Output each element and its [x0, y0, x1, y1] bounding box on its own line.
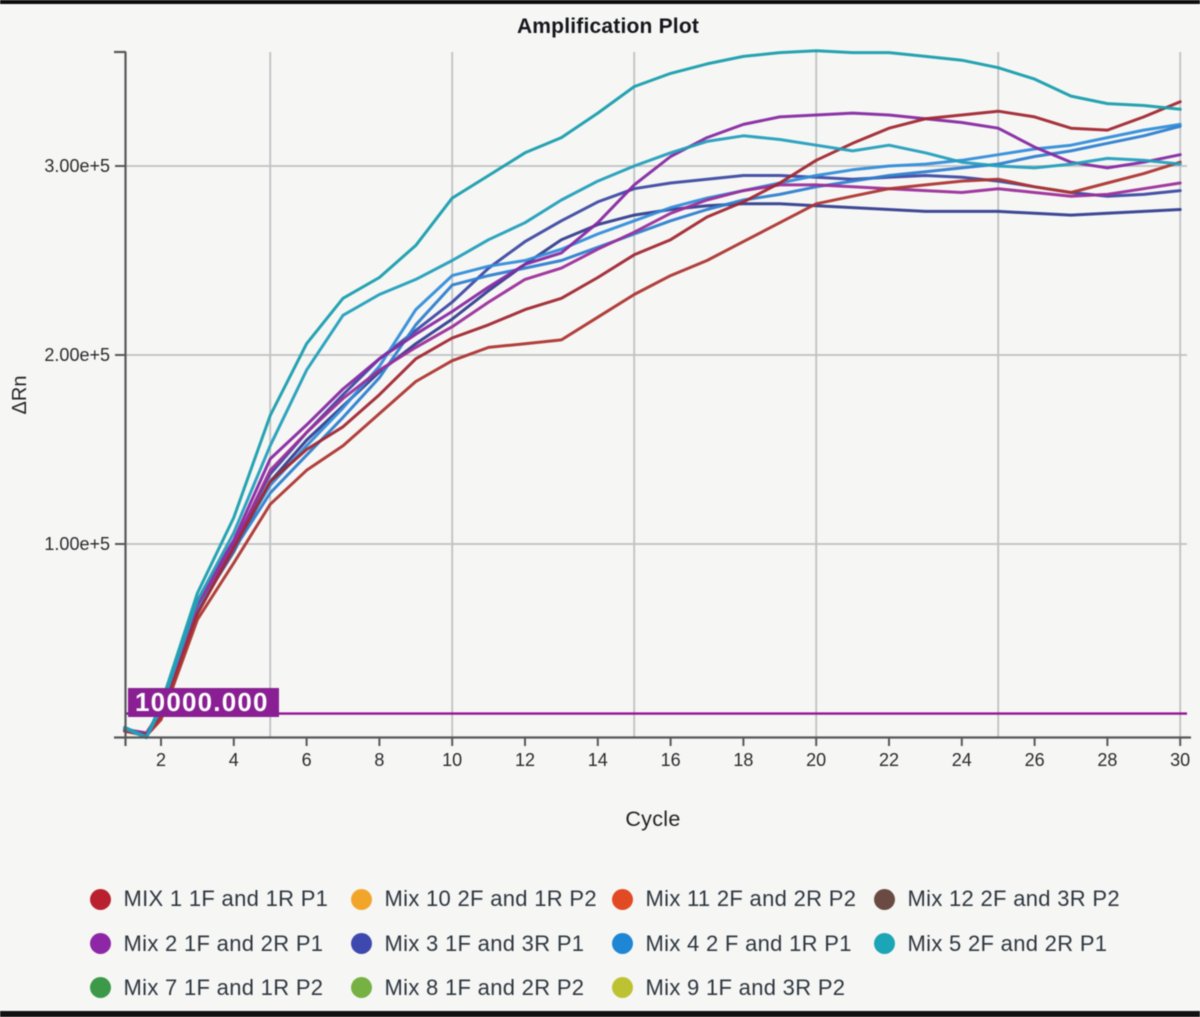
threshold-label-box: [128, 688, 279, 717]
series-curve: [123, 160, 1182, 738]
series-curve: [123, 100, 1182, 737]
legend-label: Mix 9 1F and 3R P2: [645, 974, 846, 1000]
legend-label: Mix 10 2F and 1R P2: [384, 886, 597, 911]
y-tick-label: 2.00e+5: [44, 345, 110, 365]
legend-color-dot: [873, 933, 895, 954]
series-curve: [123, 49, 1182, 739]
x-tick-label: 8: [374, 750, 384, 770]
x-tick-label: 18: [733, 750, 753, 770]
y-tick-label: 3.00e+5: [44, 156, 110, 176]
x-tick-label: 10: [442, 750, 462, 770]
chart-title: Amplification Plot: [516, 15, 700, 38]
series-curve: [123, 181, 1182, 736]
legend-color-dot: [89, 977, 111, 998]
x-tick-label: 22: [879, 750, 899, 770]
x-tick-label: 12: [515, 750, 535, 770]
x-tick-label: 2: [156, 750, 166, 770]
legend-item: Mix 10 2F and 1R P2: [350, 886, 597, 911]
legend-color-dot: [89, 888, 111, 910]
x-tick-label: 6: [302, 750, 312, 770]
plot-area: 2 4 6 8 10 12 14 16 18 20 22 24 26 28 301.00e+52.00e+5…: [44, 49, 1191, 770]
legend-item: Mix 11 2F and 2R P2: [611, 886, 857, 911]
threshold-label: 10000.000: [135, 687, 269, 717]
legend-color-dot: [611, 888, 633, 910]
legend-item: Mix 9 1F and 3R P2: [611, 974, 846, 1000]
legend-item: Mix 8 1F and 2R P2: [350, 974, 585, 1000]
legend-color-dot: [611, 933, 633, 954]
series-curve: [123, 122, 1182, 737]
y-tick-label: 1.00e+5: [44, 534, 110, 554]
x-tick-label: 24: [952, 750, 972, 770]
legend-color-dot: [873, 888, 895, 910]
legend-label: Mix 11 2F and 2R P2: [645, 886, 857, 911]
legend-item: Mix 4 2 F and 1R P1: [611, 930, 852, 956]
legend-label: MIX 1 1F and 1R P1: [123, 886, 329, 911]
legend-item: Mix 3 1F and 3R P1: [350, 930, 585, 956]
series-curve: [123, 111, 1182, 735]
series-curve: [123, 134, 1182, 740]
legend-item: Mix 7 1F and 1R P2: [89, 974, 324, 1000]
legend-label: Mix 12 2F and 3R P2: [907, 886, 1120, 911]
legend-color-dot: [350, 888, 372, 910]
y-axis-title: ΔRn: [9, 375, 31, 415]
legend-item: Mix 5 2F and 2R P1: [873, 930, 1108, 956]
legend-item: MIX 1 1F and 1R P1: [89, 886, 329, 911]
legend-label: Mix 7 1F and 1R P2: [123, 974, 324, 1000]
legend-color-dot: [611, 977, 633, 998]
legend-label: Mix 2 1F and 2R P1: [123, 930, 324, 956]
x-tick-label: 14: [588, 750, 608, 770]
x-axis-title: Cycle: [625, 807, 681, 831]
legend-label: Mix 8 1F and 2R P2: [384, 974, 585, 1000]
legend-label: Mix 3 1F and 3R P1: [384, 930, 585, 956]
photo-border-top: [0, 0, 1200, 4]
photo-border-bottom: [0, 1011, 1200, 1017]
x-tick-label: 30: [1170, 750, 1190, 770]
legend-label: Mix 4 2 F and 1R P1: [645, 930, 852, 956]
x-tick-label: 26: [1025, 750, 1045, 770]
x-tick-label: 20: [806, 750, 826, 770]
legend-color-dot: [350, 977, 372, 998]
legend-color-dot: [350, 933, 372, 954]
x-tick-label: 16: [661, 750, 681, 770]
x-tick-label: 28: [1097, 750, 1117, 770]
legend-item: Mix 2 1F and 2R P1: [89, 930, 324, 956]
legend-label: Mix 5 2F and 2R P1: [907, 930, 1108, 956]
series-curve: [123, 124, 1182, 738]
series-curve: [123, 174, 1182, 736]
legend-color-dot: [89, 933, 111, 954]
legend-item: Mix 12 2F and 3R P2: [873, 886, 1120, 911]
x-tick-label: 4: [229, 750, 239, 770]
